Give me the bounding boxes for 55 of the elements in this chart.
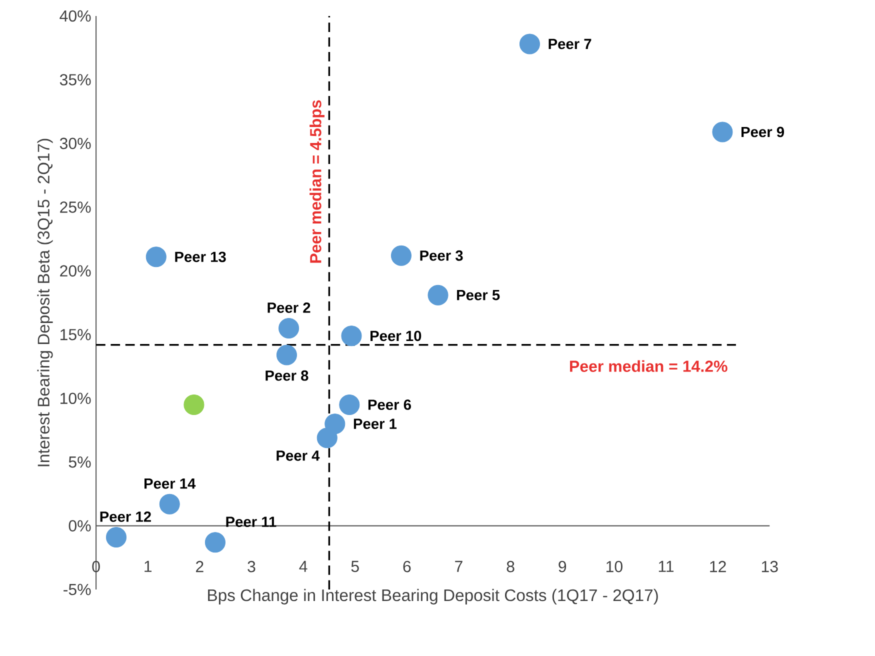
x-axis-title: Bps Change in Interest Bearing Deposit Costs (1Q17 - 2Q17) <box>208 588 658 604</box>
annotation: Peer 4 <box>276 450 320 461</box>
x-tick-label: 7 <box>455 560 462 572</box>
y-tick-label: 25% <box>60 201 91 213</box>
y-tick-label: 0% <box>68 520 91 532</box>
point <box>146 246 166 268</box>
annotation: Peer 2 <box>268 302 310 313</box>
x-tick-label: 8 <box>506 560 514 572</box>
x-tick-label: 1 <box>144 560 152 572</box>
annotation: Peer 6 <box>368 399 411 410</box>
ref-line-label: Peer median = 4.5bps <box>310 100 324 263</box>
point <box>106 526 127 548</box>
annotation: Peer 7 <box>548 38 592 50</box>
y-tick-label: -5% <box>64 584 91 596</box>
point <box>204 532 226 553</box>
point <box>712 122 733 142</box>
point <box>428 284 448 306</box>
annotation: Peer 1 <box>354 418 397 429</box>
x-tick-label: 6 <box>403 560 411 572</box>
y-tick-label: 40% <box>60 10 91 22</box>
annotation: Peer 11 <box>226 516 276 527</box>
annotation: Peer 5 <box>457 290 500 300</box>
x-tick-label: 2 <box>196 560 204 572</box>
annotation: Peer 14 <box>144 478 196 489</box>
annotation: Peer 10 <box>370 330 422 341</box>
y-tick-label: 30% <box>60 138 91 149</box>
y-tick-label: 5% <box>68 456 91 468</box>
y-tick-label: 15% <box>60 328 91 340</box>
x-tick-label: 12 <box>710 560 726 572</box>
annotation: Peer 8 <box>266 370 308 381</box>
point <box>278 318 300 338</box>
point <box>276 344 297 366</box>
annotation: Peer 12 <box>100 511 151 522</box>
x-tick-label: 13 <box>762 560 778 572</box>
y-tick-label: 20% <box>60 265 91 276</box>
y-tick-label: 10% <box>60 392 91 404</box>
x-tick-label: 4 <box>299 560 308 572</box>
annotation: Peer 3 <box>420 250 463 261</box>
y-tick-label: 35% <box>60 74 91 86</box>
x-tick-label: 5 <box>351 560 359 572</box>
y-axis-title: Interest Bearing Deposit Beta (3Q15 - 2Q17) <box>37 138 53 466</box>
x-tick-label: 10 <box>606 560 622 572</box>
x-tick-label: 3 <box>248 560 256 572</box>
point <box>390 245 412 266</box>
point <box>341 326 362 346</box>
point <box>159 494 180 514</box>
point <box>339 394 360 415</box>
ref-line-label: Peer median = 14.2% <box>570 360 728 372</box>
x-tick-label: 9 <box>558 560 566 572</box>
x-tick-label: 11 <box>658 560 674 572</box>
annotation: Peer 13 <box>175 252 226 262</box>
point <box>519 34 540 54</box>
annotation: Peer 9 <box>742 126 784 138</box>
point <box>184 394 204 415</box>
point <box>316 427 338 448</box>
